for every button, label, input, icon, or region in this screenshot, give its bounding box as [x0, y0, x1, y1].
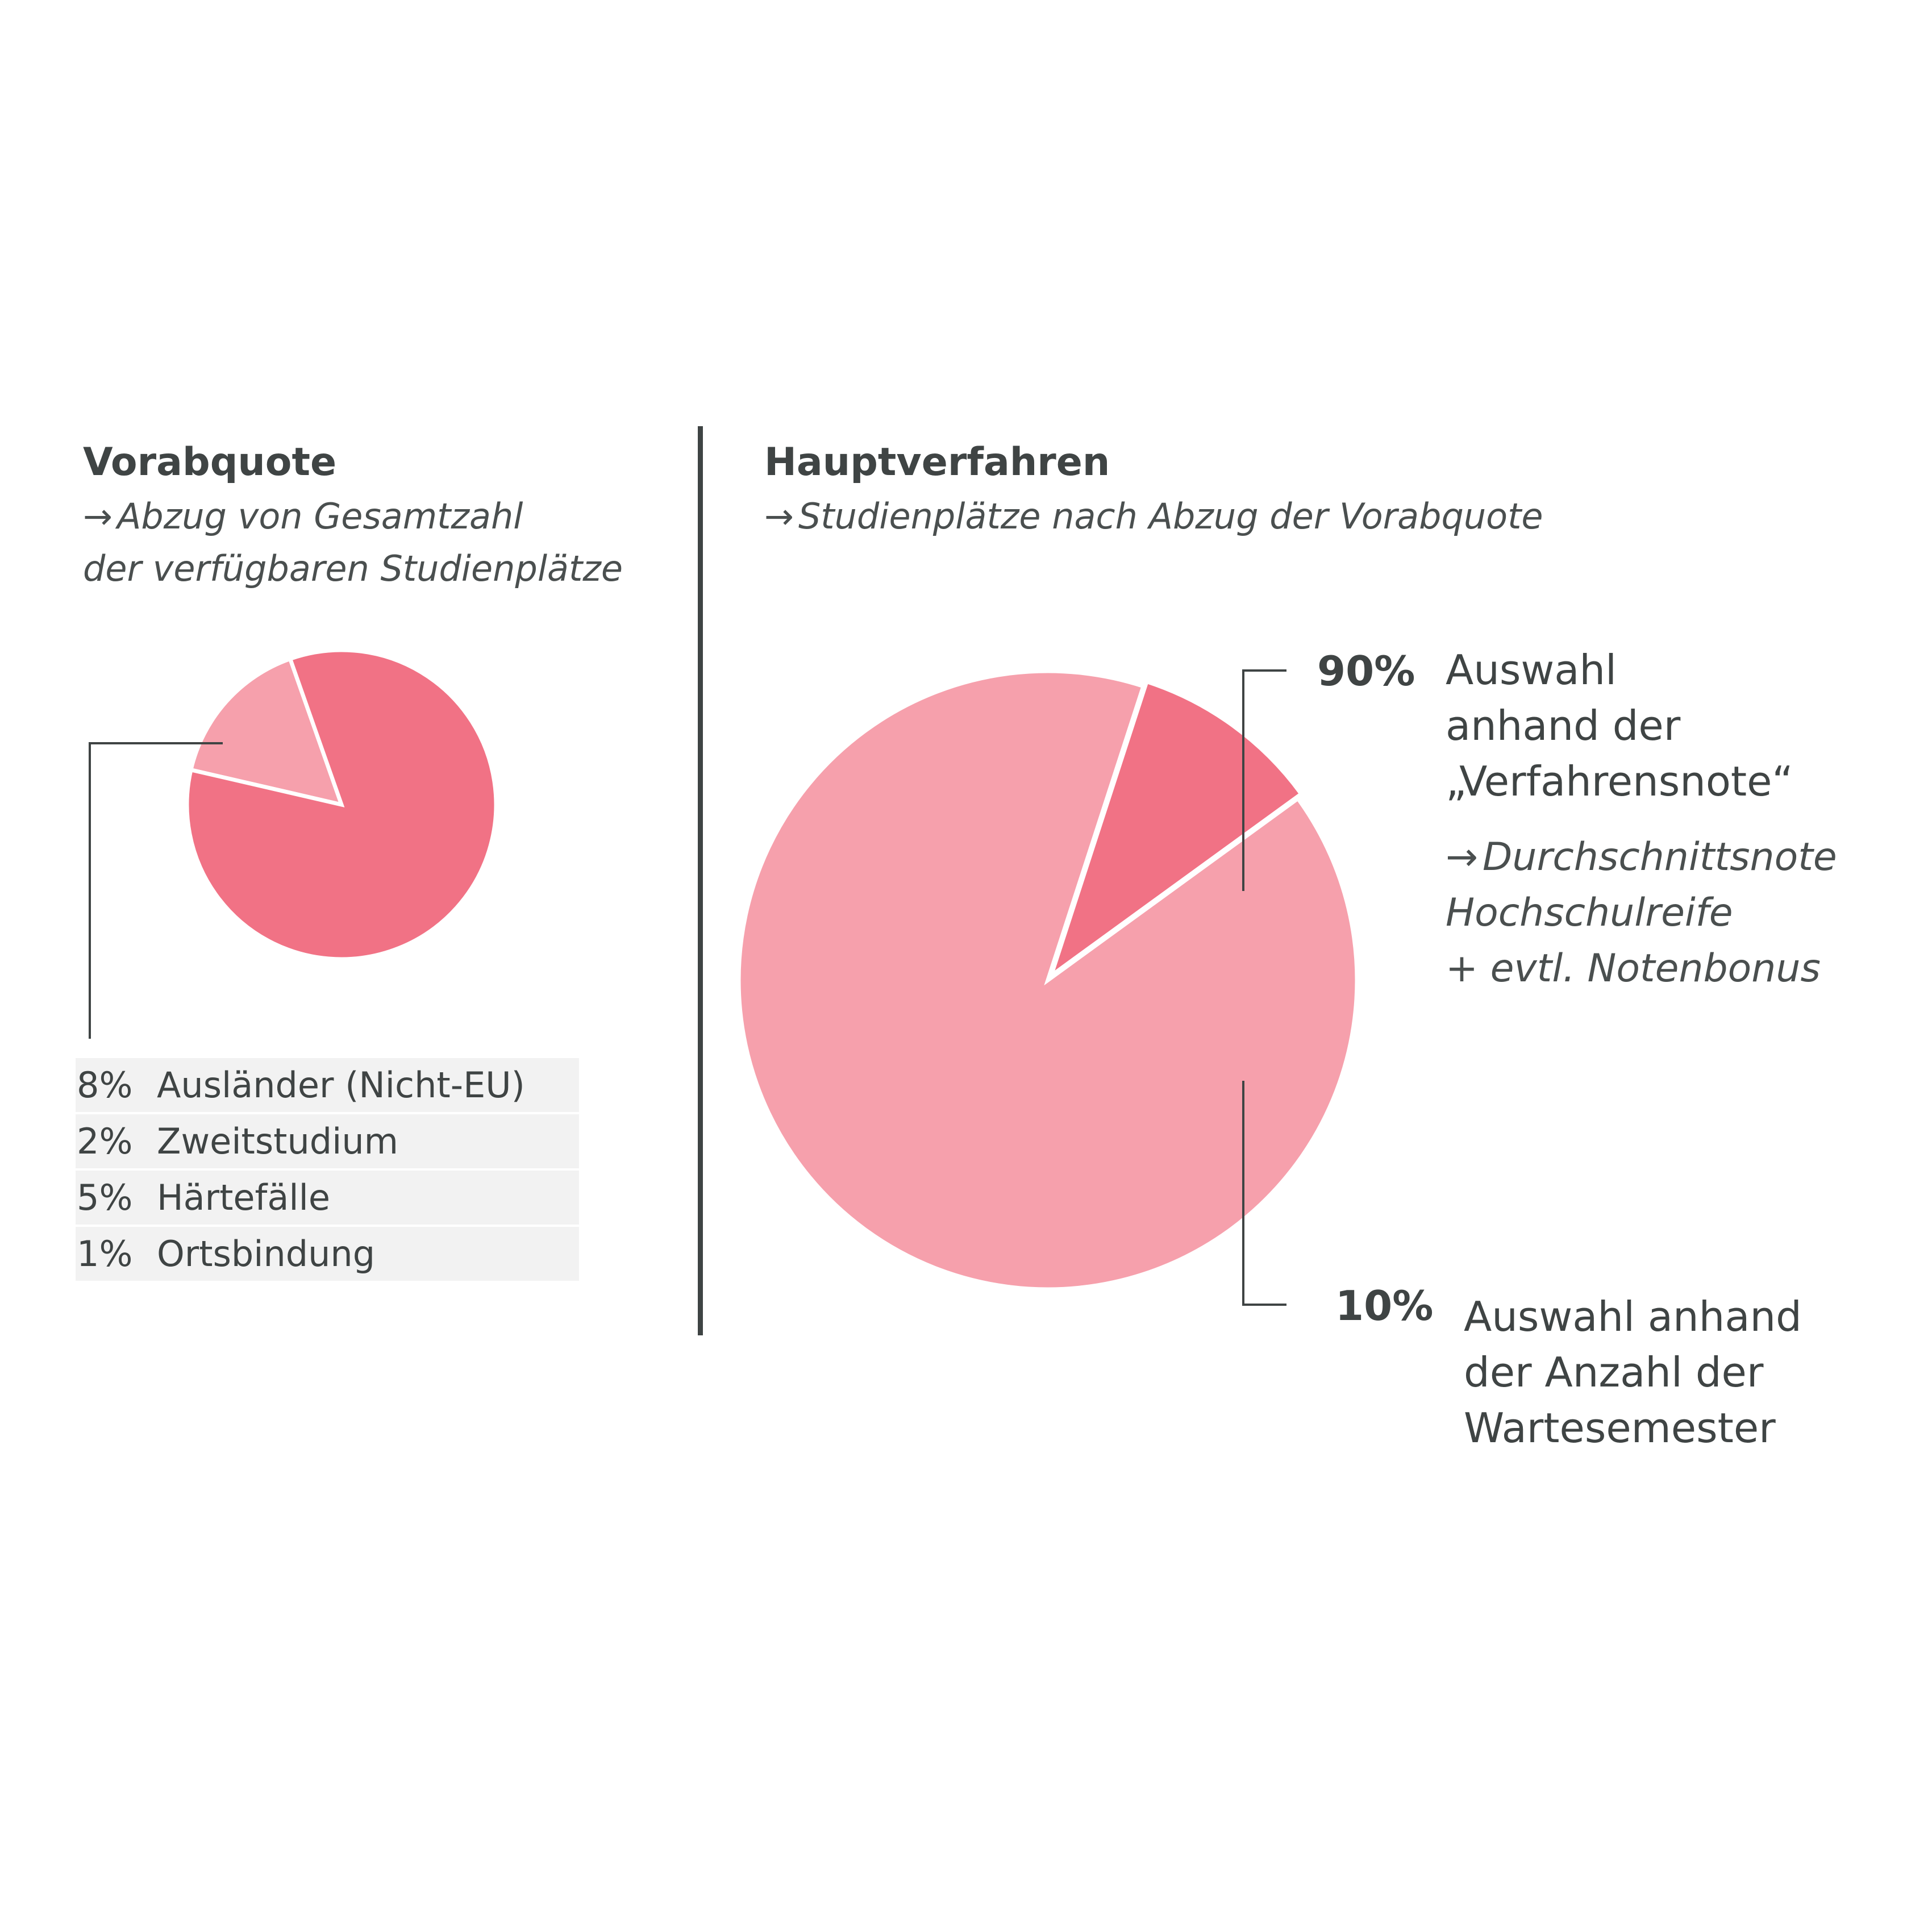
table-row: 8% Ausländer (Nicht-EU): [76, 1058, 579, 1112]
right-arrow-icon: →: [1446, 835, 1478, 880]
leader-line-10: [1242, 1081, 1286, 1306]
pie-slice: [1047, 679, 1304, 981]
vorabquote-title: Vorabquote: [83, 440, 337, 485]
table-row-pct: 1%: [77, 1233, 133, 1275]
table-row-label: Ausländer (Nicht-EU): [157, 1064, 525, 1106]
label-wartesemester: Auswahl anhand der Anzahl der Wartesemes…: [1464, 1293, 1802, 1452]
table-row: 5% Härtefälle: [76, 1171, 579, 1225]
label-verfahrensnote: Auswahl anhand der „Verfahrensnote“: [1446, 646, 1793, 805]
table-row: 1% Ortsbindung: [76, 1227, 579, 1281]
pie-slice: [188, 656, 345, 807]
leader-line-90: [1242, 669, 1286, 891]
pct-label-90: 90%: [1317, 647, 1415, 695]
leader-line-vorabquote: [89, 742, 223, 1039]
vorabquote-subtitle-line2: der verfügbaren Studienplätze: [83, 548, 623, 589]
table-row: 2% Zweitstudium: [76, 1114, 579, 1168]
pie-slice: [185, 648, 498, 961]
note-durchschnittsnote: → Durchschnittsnote Hochschulreife + evtl…: [1446, 835, 1837, 991]
pie-vorabquote: [185, 648, 498, 961]
hauptverfahren-title: Hauptverfahren: [764, 440, 1110, 485]
table-row-pct: 2%: [77, 1121, 133, 1162]
right-arrow-icon: →: [83, 496, 113, 537]
right-arrow-icon: →: [764, 496, 794, 537]
table-row-label: Härtefälle: [157, 1177, 330, 1218]
vorabquote-subtitle-line1: → Abzug von Gesamtzahl: [83, 496, 523, 537]
table-row-pct: 8%: [77, 1064, 133, 1106]
section-divider: [698, 426, 703, 1335]
table-row-label: Zweitstudium: [157, 1121, 399, 1162]
table-row-label: Ortsbindung: [157, 1233, 376, 1275]
pie-hauptverfahren: [736, 669, 1359, 1292]
hauptverfahren-subtitle: → Studienplätze nach Abzug der Vorabquote: [764, 496, 1543, 537]
pct-label-10: 10%: [1335, 1282, 1434, 1330]
table-row-pct: 5%: [77, 1177, 133, 1218]
